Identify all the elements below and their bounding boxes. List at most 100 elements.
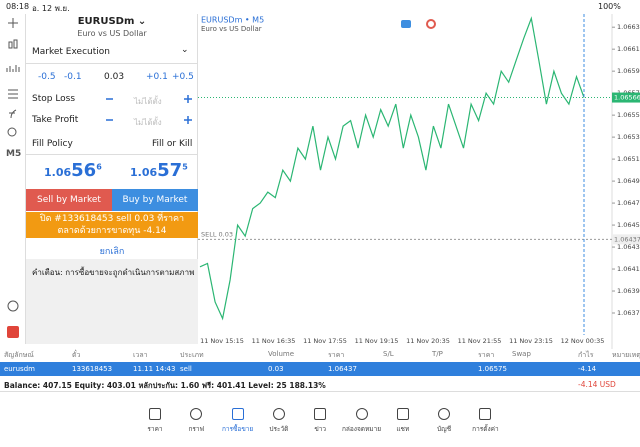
nav-label[interactable]: แชท (396, 425, 410, 433)
nav-icon[interactable] (149, 408, 161, 420)
position-cell: sell (180, 365, 192, 373)
chart-icon[interactable] (426, 19, 436, 29)
x-tick-label: 11 Nov 17:55 (303, 337, 347, 345)
column-header: ราคา (478, 351, 495, 359)
order-panel: EURUSDm ⌄ Euro vs US Dollar Market Execu… (26, 14, 198, 344)
symbol[interactable]: EURUSDm ⌄ (77, 16, 147, 27)
column-header: หมายเหตุ (612, 351, 640, 359)
x-tick-label: 11 Nov 15:15 (200, 337, 244, 345)
sell-price-tag (612, 234, 640, 245)
chart: EURUSDm • M5 Euro vs US Dollar 1.06630 1.… (198, 14, 640, 349)
nav-icon[interactable] (231, 408, 244, 420)
ask-small: 5 (182, 162, 188, 172)
position-cell: 11.11 14:43 (133, 365, 176, 373)
execution-row[interactable]: Market Execution ⌄ (26, 42, 198, 64)
position-cell: 0.03 (268, 365, 284, 373)
stop-loss-label: Stop Loss (32, 94, 76, 104)
dropdown-arrow: ⌄ (181, 45, 189, 55)
y-tick-label: 1.06390 (617, 287, 640, 295)
take-profit-label: Take Profit (32, 115, 79, 125)
volume-step[interactable]: +0.1 (146, 72, 168, 82)
sell-line-label: SELL 0.03 (201, 230, 233, 238)
y-tick-label: 1.06530 (617, 133, 640, 141)
sidebar-icons (6, 18, 20, 338)
account-summary: Balance: 407.15 Equity: 403.01 หลักประกั… (4, 381, 326, 390)
column-header: Swap (512, 350, 531, 358)
warning: คำเตือน: การซื้อขายจะถูกดำเนินการตามสภาพ… (32, 268, 194, 277)
sidebar: M5 (0, 14, 26, 344)
y-tick-label: 1.06630 (617, 23, 640, 31)
nav-icon[interactable] (190, 408, 203, 420)
summary-row: Balance: 407.15 Equity: 403.01 หลักประกั… (0, 378, 640, 392)
bottom-nav: ราคา กราฟ การซื้อขาย ประวัติ ข่าว กล่องจดหมาย… (0, 400, 640, 447)
y-tick-label: 1.06550 (617, 111, 640, 119)
take-profit-value[interactable]: ไม่ได้ตั้ง (134, 118, 162, 127)
status-time: 08:18 (6, 2, 30, 11)
bid-big: 1.06 (44, 166, 72, 179)
timeframe: M5 (6, 149, 22, 159)
symbol-description: Euro vs US Dollar (77, 29, 147, 38)
nav-label[interactable]: ราคา (147, 425, 163, 433)
nav-icon[interactable] (438, 408, 451, 420)
cancel-button[interactable]: ยกเลิก (99, 247, 125, 257)
status-battery: 100% (598, 2, 621, 11)
y-tick-label: 1.06450 (617, 221, 640, 229)
column-header: T/P (432, 350, 443, 358)
y-tick-label: 1.06410 (617, 265, 640, 273)
nav-label[interactable]: ประวัติ (269, 425, 289, 433)
chart-subtitle: Euro vs US Dollar (201, 25, 262, 33)
volume-step[interactable]: -0.5 (38, 72, 56, 82)
y-tick-label: 1.06470 (617, 199, 640, 207)
fill-policy-value[interactable]: Fill or Kill (152, 139, 193, 149)
close-button[interactable]: ปิด #133618453 sell 0.03 ที่ราคาตลาดด้วย… (26, 212, 198, 238)
nav-label[interactable]: บัญชี (437, 425, 452, 433)
ask-main: 57 (157, 160, 183, 181)
plus-minus-icons[interactable] (106, 95, 192, 124)
sell-button[interactable]: Sell by Market (26, 189, 112, 211)
column-header: ตั๋ว (72, 351, 81, 359)
position-cell: eurusdm (4, 365, 35, 373)
chart-title: EURUSDm • M5 (201, 16, 264, 25)
volume-step[interactable]: +0.5 (172, 72, 194, 82)
stop-loss-value[interactable]: ไม่ได้ตั้ง (134, 97, 162, 106)
column-header: สัญลักษณ์ (4, 351, 34, 359)
execution: Market Execution (32, 47, 110, 57)
nav-label[interactable]: การซื้อขาย (221, 425, 254, 433)
nav-icon[interactable] (396, 408, 409, 420)
volume[interactable]: 0.03 (104, 72, 125, 82)
nav-label[interactable]: กราฟ (188, 425, 205, 433)
y-tick-label: 1.06430 (617, 243, 640, 251)
nav-icon[interactable] (314, 408, 327, 420)
position-cell: 1.06437 (328, 365, 357, 373)
nav-label[interactable]: กล่องจดหมาย (341, 425, 382, 433)
y-tick-label: 1.06490 (617, 177, 640, 185)
volume-step[interactable]: -0.1 (64, 72, 82, 82)
status-date: อ. 12 พ.ย. (32, 4, 70, 13)
column-header: ราคา (328, 351, 345, 359)
currency: USD (599, 380, 616, 389)
x-tick-label: 11 Nov 20:35 (406, 337, 450, 345)
symbol-name: EURUSDm (77, 16, 135, 27)
x-tick-label: 11 Nov 19:15 (355, 337, 399, 345)
app-icon (7, 326, 19, 338)
plus-minus (106, 95, 192, 124)
chart-icon[interactable] (401, 20, 411, 28)
position-row[interactable]: eurusdm 133618453 11.11 14:43 sell 0.03 1.064… (0, 362, 640, 376)
nav-icon[interactable] (272, 408, 285, 420)
column-header: เวลา (133, 351, 148, 359)
ask-big: 1.06 (130, 166, 158, 179)
total-profit: -4.14 USD (578, 380, 616, 389)
nav-label[interactable]: การตั้งค่า (472, 425, 499, 433)
bid-price: 1.06566 (44, 160, 102, 181)
buy-button[interactable]: Buy by Market (112, 189, 198, 211)
column-header: ประเภท (180, 351, 204, 359)
nav-icon[interactable] (479, 408, 492, 420)
column-header: S/L (383, 350, 394, 358)
column-header: กำไร (578, 351, 594, 359)
nav-label[interactable]: ข่าว (314, 425, 327, 433)
positions-header: สัญลักษณ์ ตั๋ว เวลา ประเภท Volume ราคา S/L T/P ร… (0, 349, 640, 361)
position-cell: -4.14 (578, 365, 597, 373)
sell-price-label: 1.06437 (614, 235, 640, 243)
nav-icon[interactable] (355, 408, 368, 420)
